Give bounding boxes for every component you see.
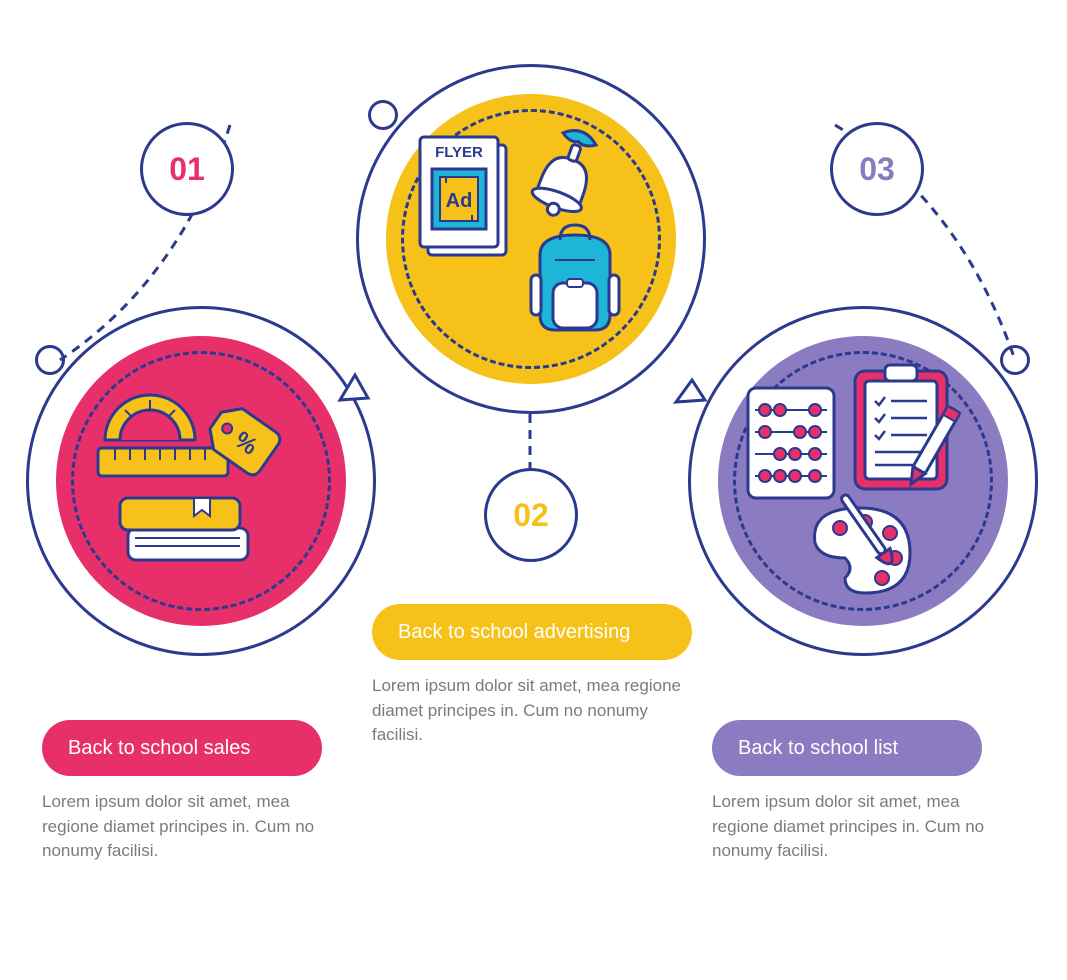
list-dot xyxy=(1000,345,1030,375)
svg-text:FLYER: FLYER xyxy=(435,144,483,161)
infographic-canvas: % 01 Back to school sales Lorem ipsum do… xyxy=(0,0,1067,980)
sales-dot xyxy=(35,345,65,375)
protractor-icon xyxy=(105,395,195,440)
sales-number: 01 xyxy=(169,151,205,188)
backpack-icon xyxy=(531,225,619,330)
advertising-title-pill: Back to school advertising xyxy=(372,604,692,660)
sales-number-badge: 01 xyxy=(140,122,234,216)
advertising-title: Back to school advertising xyxy=(398,621,630,644)
books-icon xyxy=(120,498,248,560)
advertising-body-text: Lorem ipsum dolor sit amet, mea regione … xyxy=(372,674,692,748)
bell-icon xyxy=(527,123,606,224)
list-number: 03 xyxy=(859,151,895,188)
list-body-text: Lorem ipsum dolor sit amet, mea regione … xyxy=(712,790,1012,864)
svg-text:Ad: Ad xyxy=(446,190,473,212)
sales-icons: % xyxy=(80,360,320,600)
list-title: Back to school list xyxy=(738,737,898,760)
sales-title: Back to school sales xyxy=(68,737,250,760)
clipboard-icon xyxy=(855,365,947,489)
ruler-icon xyxy=(98,448,228,476)
advertising-number: 02 xyxy=(513,497,549,534)
list-number-badge: 03 xyxy=(830,122,924,216)
advertising-number-badge: 02 xyxy=(484,468,578,562)
list-title-pill: Back to school list xyxy=(712,720,982,776)
sales-title-pill: Back to school sales xyxy=(42,720,322,776)
abacus-icon xyxy=(748,388,834,498)
advertising-icons: FLYER Ad xyxy=(410,115,650,355)
advertising-dot xyxy=(368,100,398,130)
palette-icon xyxy=(815,491,910,593)
list-icons xyxy=(740,358,990,608)
sales-body-text: Lorem ipsum dolor sit amet, mea regione … xyxy=(42,790,342,864)
flyer-icon: FLYER Ad xyxy=(420,137,506,255)
